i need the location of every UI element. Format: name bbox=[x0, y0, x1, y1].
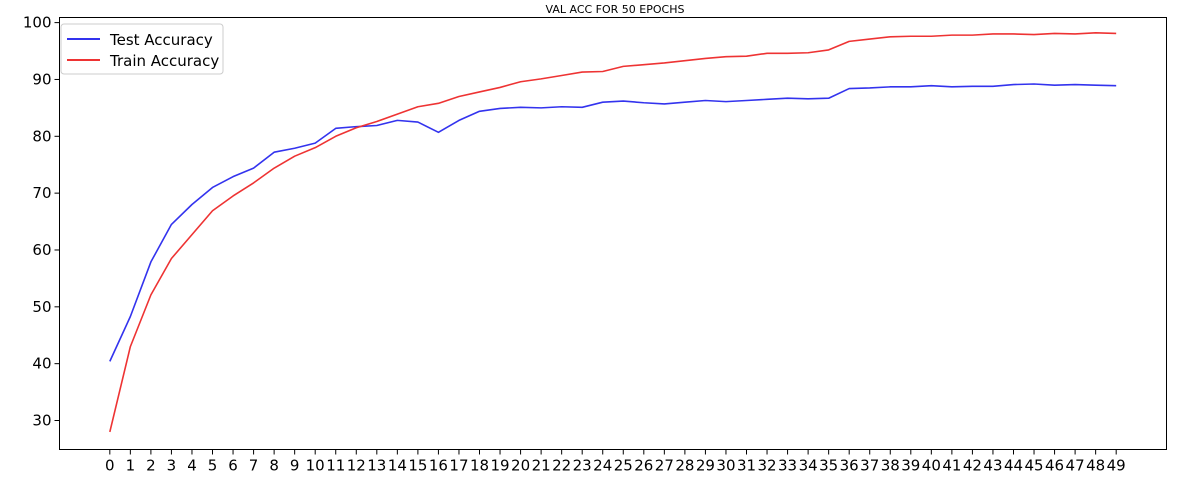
x-tick-label: 23 bbox=[573, 457, 592, 475]
x-tick-label: 42 bbox=[963, 457, 982, 475]
x-tick-label: 43 bbox=[983, 457, 1002, 475]
series-line-test-accuracy bbox=[109, 83, 1117, 362]
series-line-train-accuracy bbox=[109, 32, 1117, 433]
x-tick-label: 44 bbox=[1004, 457, 1023, 475]
x-tick-label: 41 bbox=[942, 457, 961, 475]
x-tick-label: 19 bbox=[490, 457, 509, 475]
x-tick-label: 11 bbox=[326, 457, 345, 475]
series-lines bbox=[109, 32, 1117, 433]
x-tick-label: 30 bbox=[716, 457, 735, 475]
y-tick-label: 50 bbox=[32, 298, 51, 316]
y-tick-label: 60 bbox=[32, 241, 51, 259]
x-tick-label: 13 bbox=[367, 457, 386, 475]
x-tick-label: 26 bbox=[634, 457, 653, 475]
x-tick-label: 7 bbox=[249, 457, 259, 475]
y-tick-label: 80 bbox=[32, 127, 51, 145]
x-tick-label: 22 bbox=[552, 457, 571, 475]
x-tick-label: 9 bbox=[290, 457, 300, 475]
x-tick-label: 24 bbox=[593, 457, 612, 475]
x-tick-label: 45 bbox=[1024, 457, 1043, 475]
x-tick-label: 8 bbox=[269, 457, 279, 475]
x-tick-label: 16 bbox=[429, 457, 448, 475]
x-axis: 0 1 2 3 4 5 6 7 8 9 10 11 12 13 14 15 16 17 18 19 20 21 22 23 24… bbox=[105, 449, 1126, 475]
x-tick-label: 25 bbox=[614, 457, 633, 475]
x-tick-label: 38 bbox=[881, 457, 900, 475]
chart-title: VAL ACC FOR 50 EPOCHS bbox=[546, 3, 685, 16]
x-tick-label: 10 bbox=[306, 457, 325, 475]
x-tick-label: 31 bbox=[737, 457, 756, 475]
y-axis: 30 40 50 60 70 80 90 100 bbox=[23, 14, 60, 430]
x-tick-label: 2 bbox=[146, 457, 156, 475]
x-tick-label: 6 bbox=[228, 457, 238, 475]
x-tick-label: 35 bbox=[819, 457, 838, 475]
legend-box bbox=[60, 23, 224, 75]
x-tick-label: 28 bbox=[675, 457, 694, 475]
x-tick-label: 34 bbox=[799, 457, 818, 475]
x-tick-label: 17 bbox=[449, 457, 468, 475]
x-tick-label: 46 bbox=[1045, 457, 1064, 475]
x-tick-label: 21 bbox=[532, 457, 551, 475]
x-tick-label: 20 bbox=[511, 457, 530, 475]
y-tick-label: 30 bbox=[32, 412, 51, 430]
x-tick-label: 32 bbox=[757, 457, 776, 475]
y-tick-label: 70 bbox=[32, 184, 51, 202]
x-tick-label: 1 bbox=[126, 457, 136, 475]
x-tick-label: 39 bbox=[901, 457, 920, 475]
x-tick-label: 12 bbox=[347, 457, 366, 475]
x-tick-label: 47 bbox=[1066, 457, 1085, 475]
x-tick-label: 0 bbox=[105, 457, 115, 475]
x-tick-label: 49 bbox=[1107, 457, 1126, 475]
y-tick-label: 100 bbox=[23, 14, 52, 32]
x-tick-label: 40 bbox=[922, 457, 941, 475]
x-tick-label: 4 bbox=[187, 457, 197, 475]
x-tick-label: 48 bbox=[1086, 457, 1105, 475]
y-tick-label: 90 bbox=[32, 70, 51, 88]
x-tick-label: 5 bbox=[208, 457, 218, 475]
legend-label-test-accuracy: Test Accuracy bbox=[109, 31, 213, 49]
x-tick-label: 36 bbox=[840, 457, 859, 475]
x-tick-label: 3 bbox=[167, 457, 177, 475]
x-tick-label: 18 bbox=[470, 457, 489, 475]
legend: Test Accuracy Train Accuracy bbox=[60, 23, 224, 75]
plot-frame bbox=[59, 17, 1167, 450]
x-tick-label: 14 bbox=[388, 457, 407, 475]
x-tick-label: 27 bbox=[655, 457, 674, 475]
x-tick-label: 29 bbox=[696, 457, 715, 475]
x-tick-label: 33 bbox=[778, 457, 797, 475]
x-tick-label: 15 bbox=[408, 457, 427, 475]
y-tick-label: 40 bbox=[32, 355, 51, 373]
legend-label-train-accuracy: Train Accuracy bbox=[109, 52, 219, 70]
x-tick-label: 37 bbox=[860, 457, 879, 475]
